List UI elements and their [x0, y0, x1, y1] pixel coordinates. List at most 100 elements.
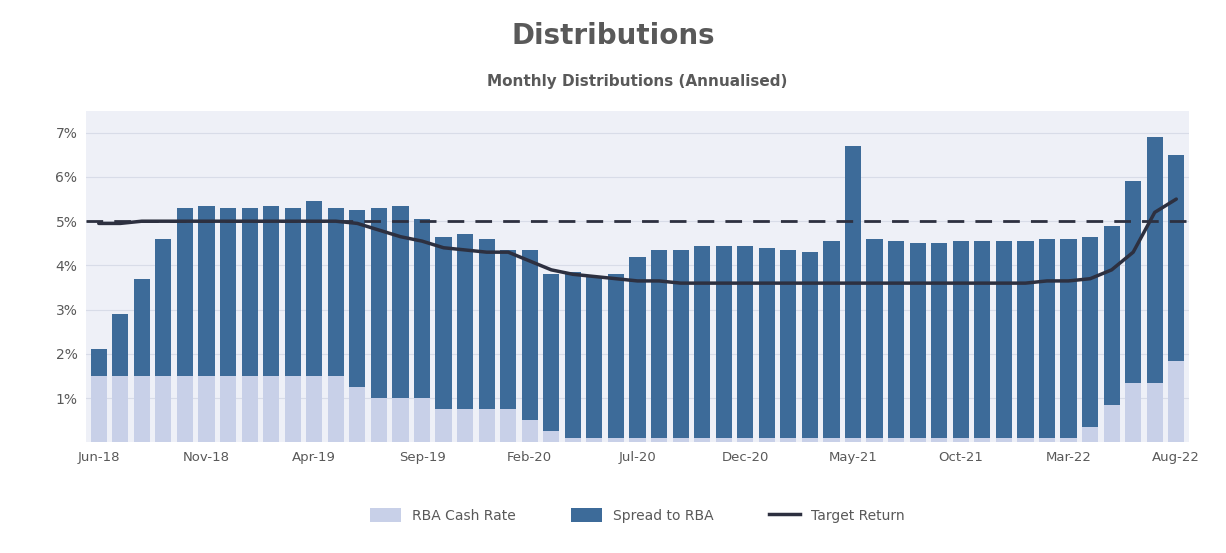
Bar — [1060, 438, 1076, 442]
Bar — [651, 438, 667, 442]
Bar — [824, 438, 840, 442]
Bar — [199, 376, 215, 442]
Bar — [1018, 241, 1034, 438]
Bar — [113, 376, 129, 442]
Bar — [199, 206, 215, 376]
Bar — [673, 438, 689, 442]
Bar — [134, 279, 150, 376]
Target Return — [889, 280, 904, 286]
Bar — [522, 250, 538, 420]
Bar — [306, 201, 322, 376]
Bar — [264, 376, 280, 442]
Bar — [543, 431, 559, 442]
Bar — [910, 438, 926, 442]
Bar — [888, 438, 905, 442]
Bar — [824, 241, 840, 438]
Bar — [435, 409, 451, 442]
Bar — [1018, 438, 1034, 442]
Bar — [565, 438, 581, 442]
Bar — [759, 248, 775, 438]
Bar — [457, 234, 473, 409]
Bar — [694, 438, 710, 442]
Target Return — [92, 220, 107, 227]
Target Return — [436, 244, 451, 251]
Bar — [629, 257, 646, 438]
Bar — [867, 438, 883, 442]
Bar — [737, 438, 753, 442]
Bar — [349, 387, 365, 442]
Bar — [1146, 137, 1162, 383]
Target Return — [1148, 209, 1162, 216]
Bar — [522, 420, 538, 442]
Bar — [1038, 438, 1056, 442]
Target Return — [673, 280, 688, 286]
Bar — [996, 438, 1011, 442]
Legend: RBA Cash Rate, Spread to RBA, Target Return: RBA Cash Rate, Spread to RBA, Target Ret… — [365, 503, 910, 528]
Bar — [306, 376, 322, 442]
Bar — [91, 376, 107, 442]
Bar — [780, 250, 797, 438]
Bar — [242, 208, 257, 376]
Bar — [1168, 155, 1184, 361]
Bar — [1168, 361, 1184, 442]
Bar — [284, 208, 300, 376]
Bar — [327, 208, 343, 376]
Bar — [478, 409, 495, 442]
Bar — [219, 376, 237, 442]
Bar — [392, 398, 408, 442]
Bar — [1103, 405, 1119, 442]
Bar — [845, 438, 861, 442]
Bar — [177, 208, 192, 376]
Bar — [780, 438, 797, 442]
Target Return — [1168, 196, 1183, 202]
Bar — [802, 438, 818, 442]
Bar — [91, 349, 107, 376]
Bar — [565, 272, 581, 438]
Bar — [156, 376, 172, 442]
Bar — [716, 438, 732, 442]
Bar — [737, 246, 753, 438]
Bar — [996, 241, 1011, 438]
Bar — [327, 376, 343, 442]
Bar — [694, 246, 710, 438]
Bar — [867, 239, 883, 438]
Bar — [264, 206, 280, 376]
Bar — [759, 438, 775, 442]
Bar — [932, 438, 948, 442]
Bar — [1125, 181, 1141, 383]
Bar — [953, 438, 969, 442]
Bar — [242, 376, 257, 442]
Bar — [1060, 239, 1076, 438]
Bar — [134, 376, 150, 442]
Target Return — [329, 218, 343, 225]
Bar — [1038, 239, 1056, 438]
Bar — [370, 398, 387, 442]
Bar — [370, 208, 387, 398]
Line: Target Return: Target Return — [99, 199, 1176, 283]
Bar — [284, 376, 300, 442]
Bar — [1103, 226, 1119, 405]
Bar — [156, 239, 172, 376]
Bar — [1146, 383, 1162, 442]
Bar — [910, 243, 926, 438]
Bar — [716, 246, 732, 438]
Target Return — [824, 280, 839, 286]
Bar — [1083, 237, 1098, 427]
Bar — [651, 250, 667, 438]
Bar — [349, 210, 365, 387]
Bar — [888, 241, 905, 438]
Bar — [457, 409, 473, 442]
Bar — [478, 239, 495, 409]
Bar — [1083, 427, 1098, 442]
Bar — [1125, 383, 1141, 442]
Bar — [414, 219, 430, 398]
Bar — [975, 241, 991, 438]
Bar — [673, 250, 689, 438]
Bar — [500, 409, 516, 442]
Bar — [219, 208, 237, 376]
Bar — [435, 237, 451, 409]
Bar — [932, 243, 948, 438]
Bar — [608, 274, 624, 438]
Text: Distributions: Distributions — [511, 22, 715, 50]
Title: Monthly Distributions (Annualised): Monthly Distributions (Annualised) — [487, 74, 788, 88]
